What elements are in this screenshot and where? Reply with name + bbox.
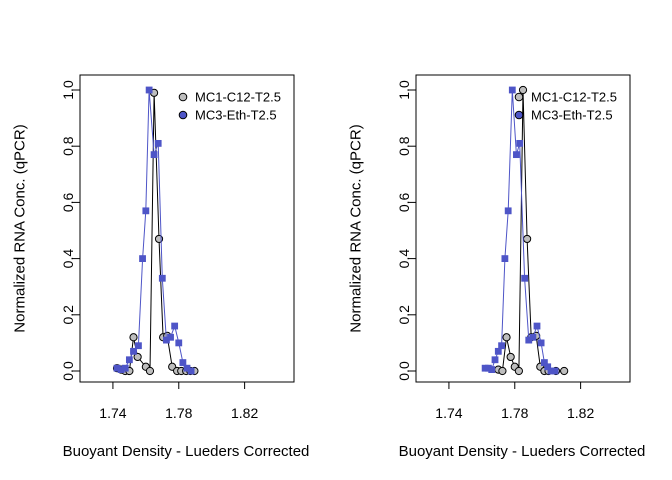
data-point [187, 367, 195, 375]
y-tick-label: 0.0 [396, 361, 412, 381]
x-tick-label: 1.82 [231, 405, 258, 421]
series-line [116, 89, 192, 372]
series-line [498, 89, 565, 373]
x-tick-label: 1.74 [99, 405, 126, 421]
legend-label: MC3-Eth-T2.5 [531, 108, 613, 123]
series-mc3-eth-t2-5 [113, 86, 195, 375]
legend-marker [514, 110, 524, 120]
data-point [113, 364, 121, 372]
data-point [514, 366, 523, 376]
data-point [504, 207, 512, 215]
data-point [125, 356, 133, 364]
data-point [547, 367, 555, 375]
data-point [158, 274, 166, 282]
data-point [133, 352, 142, 362]
data-point [154, 139, 162, 147]
legend: MC1-C12-T2.5 MC3-Eth-T2.5 [178, 90, 281, 123]
legend-marker [514, 92, 524, 102]
data-point [145, 366, 155, 376]
data-point [494, 347, 502, 355]
data-point [491, 356, 499, 364]
data-point [518, 85, 528, 95]
data-point [523, 234, 532, 244]
data-point [183, 364, 191, 372]
data-point [508, 86, 516, 94]
data-point [502, 333, 511, 342]
data-point [498, 342, 505, 350]
legend-label: MC1-C12-T2.5 [195, 90, 281, 105]
y-tick-label: 1.0 [396, 80, 412, 100]
x-tick-label: 1.78 [501, 405, 528, 421]
data-point [560, 366, 569, 376]
data-point [551, 367, 559, 375]
data-point [117, 366, 125, 373]
x-tick-label: 1.78 [165, 405, 192, 421]
data-point [179, 359, 187, 366]
data-point [150, 151, 158, 159]
y-axis-title: Normalized RNA Conc. (qPCR) [348, 124, 365, 332]
data-point [537, 339, 545, 347]
data-point [521, 274, 529, 282]
x-axis-title: Buoyant Density - Lueders Corrected [399, 443, 646, 460]
y-tick-label: 0.0 [60, 361, 76, 381]
legend-marker [178, 110, 188, 120]
x-tick-label: 1.74 [435, 405, 462, 421]
data-point [498, 366, 507, 376]
data-point [488, 366, 496, 373]
x-axis-title: Buoyant Density - Lueders Corrected [63, 443, 310, 460]
data-point [541, 359, 548, 366]
data-point [544, 363, 552, 371]
series-line [485, 89, 556, 372]
data-point [529, 333, 537, 341]
data-point [167, 333, 174, 341]
data-point [171, 322, 179, 330]
legend-label: MC1-C12-T2.5 [531, 90, 617, 105]
data-point [135, 342, 142, 350]
data-point [139, 255, 146, 262]
y-tick-label: 0.2 [396, 305, 412, 325]
data-point [129, 333, 138, 342]
data-point [501, 255, 509, 262]
y-tick-label: 0.6 [60, 192, 76, 212]
legend: MC1-C12-T2.5 MC3-Eth-T2.5 [514, 90, 617, 123]
data-point [130, 347, 137, 355]
y-axis-title: Normalized RNA Conc. (qPCR) [12, 124, 29, 332]
data-point [516, 139, 524, 147]
y-tick-label: 0.8 [396, 136, 412, 156]
data-point [533, 322, 541, 330]
y-tick-label: 0.4 [60, 249, 76, 269]
legend-label: MC3-Eth-T2.5 [195, 108, 277, 123]
y-tick-label: 0.8 [60, 136, 76, 156]
data-point [513, 151, 520, 159]
chart-panel-2: 1.74 1.78 1.82 0.0 0.2 0.4 0.6 0.8 1.0 Buoyant De… [348, 74, 646, 460]
data-point [163, 336, 170, 344]
chart-panel-1: 1.74 1.78 1.82 0.0 0.2 0.4 0.6 0.8 1.0 Buoyant De… [12, 74, 310, 460]
data-point [142, 207, 150, 215]
y-tick-label: 1.0 [60, 80, 76, 100]
data-point [506, 352, 515, 362]
y-tick-label: 0.4 [396, 249, 412, 269]
series-mc3-eth-t2-5 [481, 86, 559, 375]
y-tick-label: 0.2 [60, 305, 76, 325]
legend-marker [178, 92, 188, 102]
y-tick-label: 0.6 [396, 192, 412, 212]
data-point [525, 336, 533, 344]
series-mc1-c12-t2-5 [494, 85, 569, 376]
x-tick-label: 1.82 [567, 405, 594, 421]
series-mc1-c12-t2-5 [112, 88, 199, 376]
data-point [175, 339, 183, 347]
data-point [145, 86, 153, 94]
data-point [121, 364, 129, 372]
series-line [116, 92, 195, 373]
